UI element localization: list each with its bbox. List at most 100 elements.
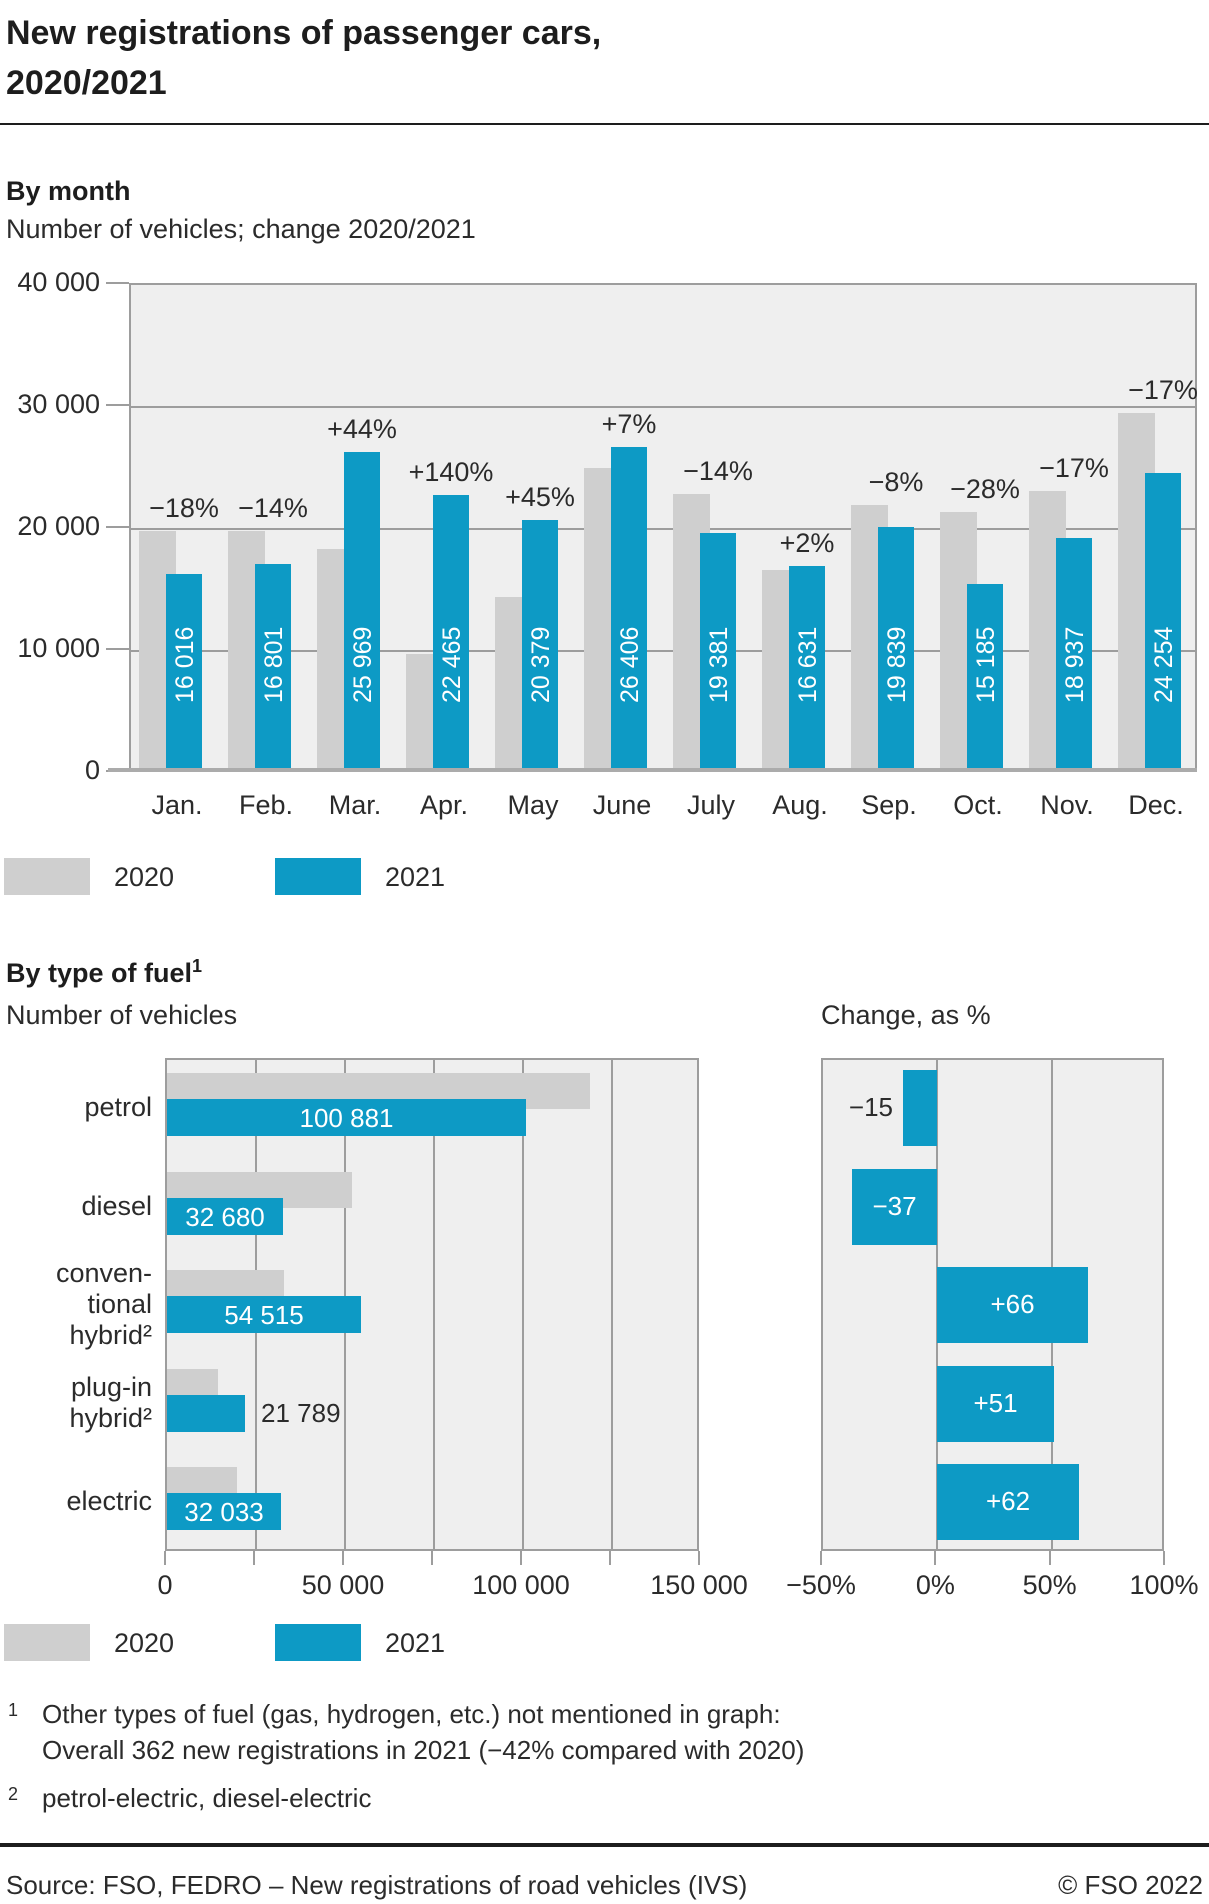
category-label-line: diesel — [81, 1190, 152, 1221]
monthly-subtitle: Number of vehicles; change 2020/2021 — [6, 214, 476, 244]
fuel-bar-2021-diesel — [167, 1198, 283, 1235]
bar-2021-Mar. — [344, 452, 380, 769]
value-label-2021-Nov.: 18 937 — [1061, 626, 1089, 703]
fuel-heading-footnote-marker: 1 — [192, 956, 203, 976]
footnote-1-marker: 1 — [8, 1700, 19, 1720]
bar-2021-July — [700, 533, 736, 769]
bar-2021-Oct. — [967, 584, 1003, 769]
change-label-Feb.: −14% — [238, 493, 308, 523]
change-label-Aug.: +2% — [779, 528, 835, 558]
y-tick-10 000 — [106, 648, 129, 650]
fuel-left-tick-6 — [698, 1551, 700, 1565]
category-label-petrol: petrol — [0, 1092, 152, 1123]
change-bar-plugin — [937, 1366, 1054, 1442]
x-tick-label-Apr.: Apr. — [419, 790, 469, 820]
change-bar-diesel — [852, 1169, 937, 1245]
fuel-left-x-label-50 000: 50 000 — [301, 1570, 385, 1600]
change-label-Nov.: −17% — [1039, 453, 1109, 483]
x-tick-label-May: May — [507, 790, 559, 820]
change-label-Jan.: −18% — [149, 493, 219, 523]
value-label-2021-Apr.: 22 465 — [438, 626, 466, 703]
change-label-Dec.: −17% — [1128, 375, 1198, 405]
fuel-left-tick-0 — [164, 1551, 166, 1565]
y-tick-label-10 000: 10 000 — [17, 633, 100, 663]
bar-2021-May — [522, 520, 558, 769]
monthly-heading: By month — [6, 176, 131, 206]
category-label-line: conven- — [55, 1257, 152, 1288]
bar-2021-Dec. — [1145, 473, 1181, 769]
page-title-line1: New registrations of passenger cars, — [6, 14, 602, 52]
fuel-right-tick-0% — [934, 1551, 937, 1565]
change-bar-electric — [937, 1464, 1079, 1540]
x-tick-label-Feb.: Feb. — [238, 790, 294, 820]
category-label-line: tional — [87, 1288, 152, 1319]
fuel-left-tick-3 — [431, 1551, 433, 1565]
x-tick-label-Mar.: Mar. — [328, 790, 382, 820]
footer-divider — [0, 1843, 1209, 1847]
fuel-right-tick-50% — [1048, 1551, 1051, 1565]
x-tick-label-Jan.: Jan. — [151, 790, 203, 820]
change-value-label-diesel: −37 — [872, 1191, 917, 1221]
fuel-left-x-label-150 000: 150 000 — [650, 1570, 748, 1600]
category-label-line: plug-in — [70, 1372, 152, 1402]
value-label-2021-Aug.: 16 631 — [794, 626, 822, 703]
value-label-2021-May: 20 379 — [527, 626, 555, 703]
x-tick-label-Aug.: Aug. — [772, 790, 828, 820]
change-label-June: +7% — [601, 409, 657, 439]
value-label-2021-Jan.: 16 016 — [171, 626, 199, 703]
legend-swatch-2021 — [275, 1624, 361, 1661]
value-label-2021-Sep.: 19 839 — [883, 626, 911, 703]
x-tick-label-Nov.: Nov. — [1040, 790, 1094, 820]
x-tick-label-June: June — [592, 790, 652, 820]
gridline-30000 — [131, 406, 1195, 408]
fuel-left-title: Number of vehicles — [6, 1000, 238, 1030]
y-tick-label-30 000: 30 000 — [17, 389, 100, 419]
fuel-right-x-label-0%: 0% — [915, 1570, 955, 1600]
fuel-left-x-label-0: 0 — [157, 1570, 173, 1600]
change-bar-conven — [937, 1267, 1088, 1343]
y-tick-20 000 — [106, 526, 129, 528]
category-label-conven: conven-tional hybrid² — [0, 1258, 152, 1351]
legend-label-2020: 2020 — [114, 862, 175, 892]
legend-swatch-2020 — [4, 858, 90, 895]
fuel-value-label-plug-in: 21 789 — [261, 1398, 341, 1428]
value-label-2021-Oct.: 15 185 — [972, 626, 1000, 703]
y-tick-40 000 — [106, 282, 129, 284]
monthly-chart-plot: −18% 16 016 −14% 16 801 +44% 25 969 +140% 22 46… — [129, 283, 1198, 771]
fuel-right-tick-−50% — [820, 1551, 822, 1565]
fuel-bar-2021-electric — [167, 1493, 281, 1530]
fuel-right-x-label-−50%: −50% — [786, 1570, 856, 1600]
gridline-100000 — [522, 1060, 524, 1549]
legend-label-2020: 2020 — [114, 1628, 175, 1658]
fuel-bar-2021-petrol — [167, 1099, 526, 1136]
change-label-Sep.: −8% — [868, 467, 924, 497]
footnote-2-line1: petrol-electric, diesel-electric — [42, 1783, 372, 1813]
gridline-75000 — [433, 1060, 435, 1549]
bar-2021-Apr. — [433, 495, 469, 769]
change-value-label-petrol: −15 — [848, 1092, 893, 1122]
bar-2021-Nov. — [1056, 538, 1092, 769]
change-label-Oct.: −28% — [950, 474, 1020, 504]
change-bar-petrol — [903, 1070, 937, 1146]
legend-label-2021: 2021 — [385, 862, 446, 892]
category-label-diesel: diesel — [0, 1191, 152, 1222]
footnote-2-marker: 2 — [8, 1784, 19, 1804]
footnote-1-line2: Overall 362 new registrations in 2021 (−… — [42, 1735, 805, 1765]
category-label-plugin: plug-in hybrid² — [0, 1372, 152, 1434]
change-value-label-electric: +62 — [985, 1486, 1031, 1516]
y-tick-label-20 000: 20 000 — [17, 511, 100, 541]
value-label-2021-Feb.: 16 801 — [260, 626, 288, 703]
legend-label-2021: 2021 — [385, 1628, 446, 1658]
change-value-label-plugin: +51 — [973, 1388, 1018, 1418]
bar-2021-Aug. — [789, 566, 825, 769]
change-label-July: −14% — [683, 456, 753, 486]
bar-2021-Feb. — [255, 564, 291, 769]
fuel-right-x-label-50%: 50% — [1022, 1570, 1077, 1600]
change-label-Apr.: +140% — [408, 457, 494, 487]
fuel-left-tick-5 — [609, 1551, 611, 1565]
value-label-2021-Dec.: 24 254 — [1150, 626, 1178, 703]
change-label-Mar.: +44% — [327, 414, 397, 444]
fuel-heading: By type of fuel1 — [6, 956, 203, 988]
fuel-count-chart-plot: 100 881 32 680 54 515 21 789 32 033 — [165, 1058, 699, 1551]
